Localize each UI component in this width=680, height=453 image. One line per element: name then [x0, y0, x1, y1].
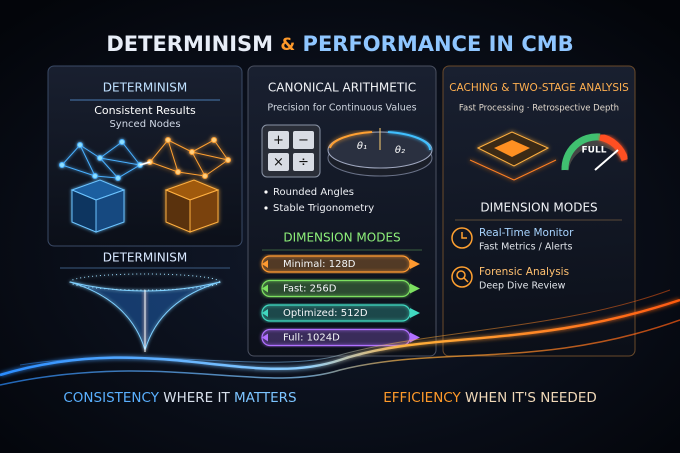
calc-key: + [273, 133, 284, 148]
calc-key: ÷ [298, 155, 309, 170]
mode-label: Optimized: 512D [283, 308, 368, 319]
calculator: + − × ÷ [261, 124, 321, 178]
mode-arrow [262, 333, 268, 342]
mode-arrow [410, 259, 420, 269]
angle-label: θ₂ [395, 145, 405, 156]
item-detail: Deep Dive Review [479, 281, 566, 292]
title-part: DETERMINISM [106, 32, 273, 56]
mode-label: Fast: 256D [283, 284, 337, 295]
network-orange [147, 137, 231, 179]
mode-label: Full: 1024D [283, 333, 340, 344]
footer-part: WHEN IT'S NEEDED [465, 390, 597, 406]
chip [469, 131, 557, 181]
link [139, 161, 151, 166]
panel-heading: DETERMINISM [103, 81, 187, 95]
modes-heading: DIMENSION MODES [283, 231, 400, 245]
cube-blue [70, 179, 126, 233]
angle-disc: θ₁ θ₂ [327, 128, 433, 177]
footer-left: CONSISTENCY WHERE IT MATTERS [63, 390, 296, 406]
panel-heading: CANONICAL ARITHMETIC [268, 81, 416, 95]
mode-label: Minimal: 128D [283, 259, 356, 270]
bullet-dot [264, 190, 268, 194]
footer-right: EFFICIENCY WHEN IT'S NEEDED [383, 390, 597, 406]
lower-heading: DETERMINISM [103, 251, 187, 265]
funnel [69, 273, 221, 352]
title-part: & [280, 35, 295, 55]
calc-key: − [298, 133, 309, 148]
footer-part: CONSISTENCY [63, 390, 159, 406]
gauge-label: FULL [582, 146, 607, 156]
footer-part: MATTERS [234, 390, 297, 406]
mode-arrow [410, 283, 420, 294]
item-icon [451, 227, 473, 249]
mode-arrow [262, 284, 268, 293]
gauge: FULL [561, 133, 629, 171]
cube-orange [164, 179, 220, 233]
item-detail: Fast Metrics / Alerts [479, 242, 572, 253]
item-title: Real-Time Monitor [479, 227, 574, 239]
bullet-dot [264, 206, 268, 210]
mode-arrow [410, 308, 420, 318]
panel-line: Consistent Results [94, 104, 196, 117]
item-icon [451, 266, 473, 288]
footer-part: EFFICIENCY [383, 390, 461, 406]
angle-label: θ₁ [357, 141, 367, 152]
calc-key: × [273, 155, 284, 170]
panel-heading: CACHING & TWO-STAGE ANALYSIS [449, 82, 629, 94]
mode-arrow [262, 309, 268, 317]
panel-subtitle: Precision for Continuous Values [267, 103, 416, 114]
title: DETERMINISM & PERFORMANCE IN CMB [106, 32, 573, 56]
footer-part: WHERE IT [163, 390, 230, 406]
light-waves [0, 289, 680, 386]
panel-line: Synced Nodes [109, 119, 180, 130]
network-blue [59, 139, 143, 181]
panel-subtitle: Fast Processing · Retrospective Depth [459, 104, 619, 114]
title-part: PERFORMANCE IN CMB [303, 32, 574, 56]
mode-arrow [262, 260, 268, 268]
bullet: Rounded Angles [273, 187, 354, 198]
mode-list: Minimal: 128D Fast: 256D Optimized: 512D Fu… [261, 255, 420, 347]
item-title: Forensic Analysis [479, 266, 569, 278]
bullet: Stable Trigonometry [273, 203, 374, 214]
modes-heading: DIMENSION MODES [480, 201, 597, 215]
